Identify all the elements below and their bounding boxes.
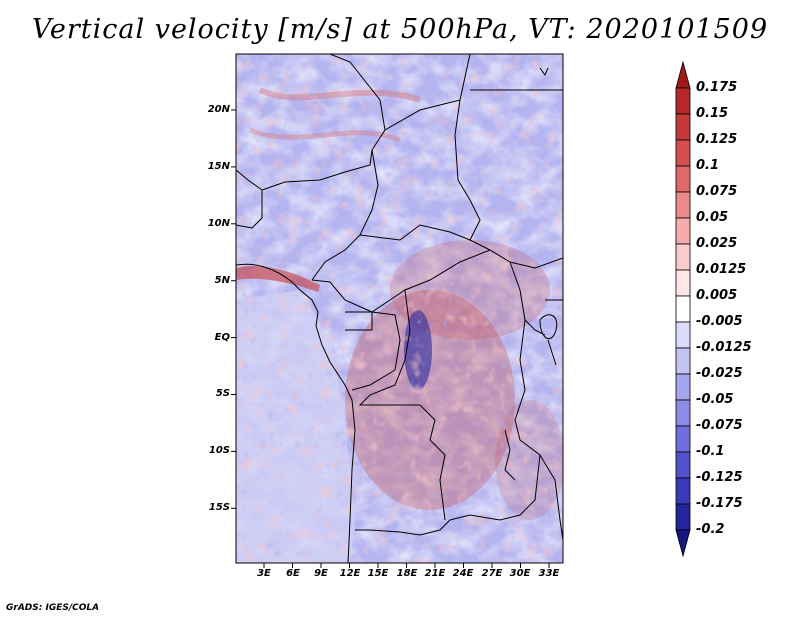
longitude-ticks — [263, 563, 550, 568]
colorbar-label: -0.1 — [696, 444, 725, 459]
lat-label-10n: 10N — [207, 218, 230, 229]
colorbar-segment — [675, 139, 691, 167]
colorbar-segment — [675, 165, 691, 193]
lon-label-3e: 3E — [257, 568, 271, 579]
colorbar-label: 0.175 — [696, 80, 738, 95]
colorbar-label: -0.0125 — [696, 340, 752, 355]
colorbar-label: -0.005 — [696, 314, 743, 329]
lon-label-15e: 15E — [367, 568, 389, 579]
colorbar-segment — [675, 373, 691, 401]
colorbar-segment — [675, 269, 691, 297]
colorbar-segment — [675, 60, 691, 89]
colorbar-segment — [675, 217, 691, 245]
colorbar-label: -0.175 — [696, 496, 743, 511]
colorbar-segment — [675, 347, 691, 375]
lon-label-6e: 6E — [286, 568, 300, 579]
colorbar-segment — [675, 87, 691, 115]
lat-label-5n: 5N — [214, 275, 230, 286]
lat-label-15n: 15N — [207, 161, 230, 172]
colorbar-segment — [675, 451, 691, 479]
colorbar-segment — [675, 399, 691, 427]
colorbar-label: -0.075 — [696, 418, 743, 433]
colorbar-label: 0.15 — [696, 106, 729, 121]
lon-label-33e: 33E — [538, 568, 560, 579]
grads-credit: GrADS: IGES/COLA — [6, 603, 100, 613]
lat-label-15s: 15S — [208, 502, 230, 513]
latitude-ticks — [231, 109, 236, 509]
lon-label-21e: 21E — [424, 568, 446, 579]
colorbar-segment — [675, 191, 691, 219]
colorbar-segment — [675, 503, 691, 531]
lon-label-18e: 18E — [396, 568, 418, 579]
colorbar-segment — [675, 529, 691, 558]
lon-label-24e: 24E — [452, 568, 474, 579]
colorbar-segment — [675, 321, 691, 349]
colorbar-label: 0.05 — [696, 210, 729, 225]
map-title: Vertical velocity [m/s] at 500hPa, VT: 2… — [31, 14, 769, 45]
colorbar-segment — [675, 113, 691, 141]
colorbar-label: -0.2 — [696, 522, 725, 537]
colorbar-segment — [675, 477, 691, 505]
colorbar-label: 0.075 — [696, 184, 738, 199]
colorbar-label: -0.05 — [696, 392, 734, 407]
lon-label-12e: 12E — [339, 568, 361, 579]
colorbar-label: -0.125 — [696, 470, 743, 485]
colorbar-label: 0.0125 — [696, 262, 747, 277]
lat-label-eq: EQ — [214, 332, 230, 343]
colorbar-label: 0.025 — [696, 236, 738, 251]
colorbar-label: -0.025 — [696, 366, 743, 381]
country-borders — [236, 54, 563, 563]
lat-label-10s: 10S — [208, 445, 230, 456]
lat-label-5s: 5S — [215, 388, 230, 399]
colorbar-label: 0.005 — [696, 288, 738, 303]
lon-label-27e: 27E — [481, 568, 503, 579]
lat-label-20n: 20N — [207, 104, 230, 115]
velocity-field — [236, 54, 563, 563]
map-frame — [235, 53, 564, 564]
colorbar-segment — [675, 425, 691, 453]
lon-label-30e: 30E — [509, 568, 531, 579]
lon-label-9e: 9E — [314, 568, 328, 579]
colorbar-segment — [675, 243, 691, 271]
colorbar — [675, 60, 691, 558]
colorbar-label: 0.125 — [696, 132, 738, 147]
colorbar-label: 0.1 — [696, 158, 720, 173]
colorbar-segment — [675, 295, 691, 323]
